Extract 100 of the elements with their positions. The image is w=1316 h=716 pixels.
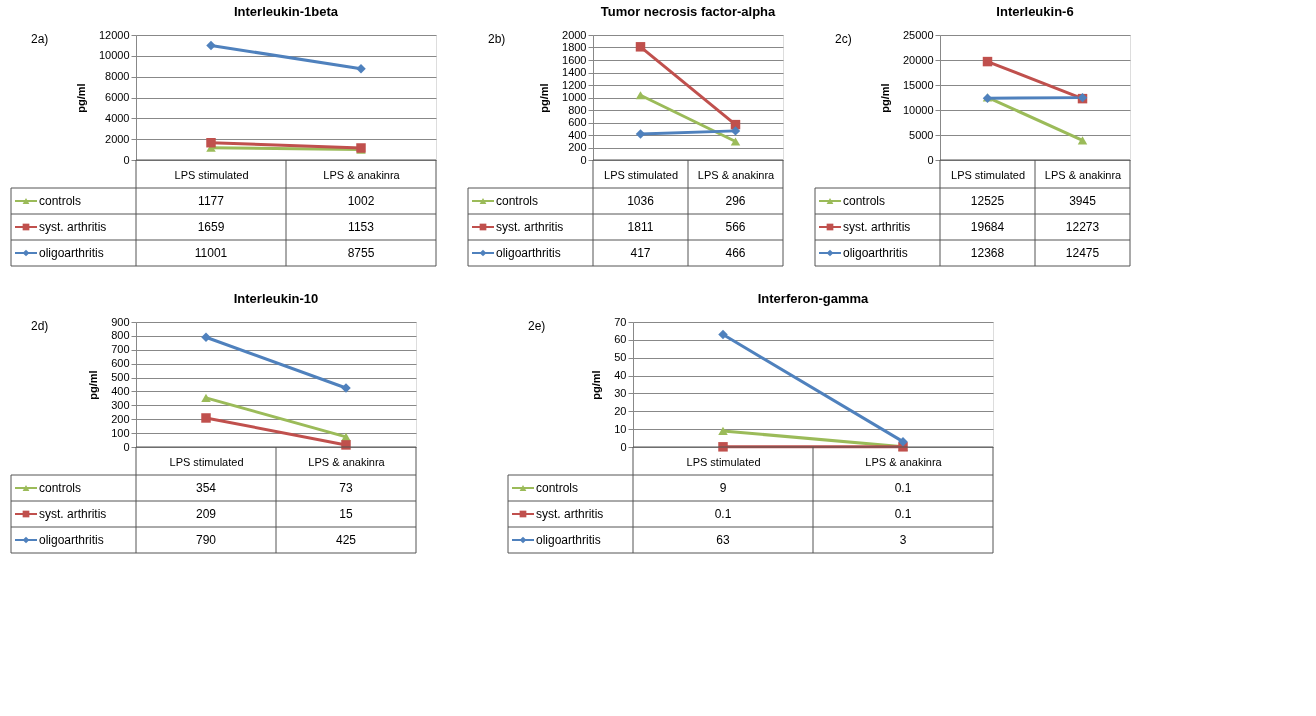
data-label: 63: [716, 533, 730, 547]
y-tick-label: 1200: [562, 78, 587, 91]
data-label: 1002: [347, 194, 375, 208]
text: 2b): [488, 32, 506, 46]
x-tick-label: LPS & anakinra: [865, 455, 943, 468]
y-tick-label: 700: [111, 343, 130, 356]
y-tick-label: 600: [111, 357, 130, 370]
legend-label: syst. arthritis: [843, 220, 911, 234]
data-label: 296: [725, 194, 746, 208]
data-label: 12368: [970, 246, 1005, 260]
chart-title: Interleukin-10: [233, 291, 319, 306]
point: [635, 42, 646, 52]
legend-label: oligoarthritis: [496, 246, 561, 260]
legend-label: syst. arthritis: [496, 220, 564, 234]
y-tick-label: 15000: [902, 78, 934, 91]
y-tick-label: 40: [614, 369, 627, 382]
x-tick-label: LPS stimulated: [686, 455, 761, 468]
y-tick-label: 1600: [562, 53, 587, 66]
y-tick-label: 200: [111, 412, 130, 425]
data-label: 73: [339, 481, 353, 495]
y-tick-label: 1800: [562, 41, 587, 53]
y-tick-label: 6000: [105, 91, 130, 103]
legend-label: controls: [843, 194, 886, 208]
y-tick-label: 1000: [562, 91, 587, 103]
legend-label: syst. arthritis: [536, 507, 604, 521]
legend-label: syst. arthritis: [39, 507, 107, 521]
y-tick-label: 0: [123, 440, 130, 453]
text: 2c): [835, 32, 852, 46]
legend-label: oligoarthritis: [536, 533, 601, 547]
data-label: 209: [195, 507, 217, 521]
y-tick-label: 4000: [105, 111, 130, 124]
y-tick-label: 2000: [562, 28, 587, 41]
data-label: 0.1: [894, 481, 912, 495]
text: 2d): [31, 319, 49, 333]
legend-label: controls: [39, 194, 82, 208]
data-label: 425: [335, 533, 357, 547]
y-tick-label: 300: [111, 398, 130, 411]
point: [201, 332, 211, 343]
x-tick-label: LPS & anakinra: [308, 455, 386, 468]
data-label: 0.1: [894, 507, 912, 521]
data-label: 354: [195, 481, 217, 495]
data-label: 9: [719, 481, 727, 495]
data-label: 12475: [1065, 246, 1100, 260]
legend-label: oligoarthritis: [39, 533, 104, 547]
data-label: 0.1: [714, 507, 732, 521]
data-label: 12525: [970, 194, 1005, 208]
y-tick-label: 0: [580, 153, 587, 166]
y-tick-label: 10: [614, 422, 627, 435]
data-label: 1036: [627, 194, 655, 208]
chart-title: Tumor necrosis factor-alpha: [600, 4, 777, 19]
x-tick-label: LPS & anakinra: [697, 168, 776, 181]
y-tick-label: 800: [568, 103, 587, 116]
data-label: 1177: [198, 194, 225, 208]
text: 2e): [528, 319, 546, 333]
y-tick-label: 30: [614, 386, 627, 399]
legend-label: controls: [39, 481, 82, 495]
text: 2a): [31, 32, 49, 46]
legend-label: oligoarthritis: [39, 246, 104, 260]
y-tick-label: 20000: [902, 53, 934, 66]
x-tick-label: LPS stimulated: [951, 168, 1025, 181]
point: [206, 40, 216, 51]
x-tick-label: LPS & anakinra: [1044, 168, 1123, 181]
y-tick-label: 2000: [105, 132, 130, 145]
data-label: 15: [339, 507, 353, 521]
y-tick-label: 25000: [902, 28, 934, 41]
data-label: 566: [725, 220, 746, 234]
y-tick-label: 10000: [98, 49, 130, 62]
y-tick-label: 12000: [98, 28, 130, 41]
point: [982, 56, 993, 67]
x-tick-label: LPS stimulated: [604, 168, 678, 181]
y-tick-label: 5000: [909, 128, 934, 141]
data-label: 3945: [1069, 194, 1097, 208]
y-tick-label: 1400: [562, 66, 587, 78]
y-tick-label: 500: [111, 371, 130, 384]
x-tick-label: LPS & anakinra: [323, 168, 401, 181]
data-label: 11001: [194, 246, 228, 260]
legend-label: controls: [496, 194, 539, 208]
data-label: 790: [195, 533, 217, 547]
y-tick-label: 100: [111, 426, 130, 439]
x-tick-label: LPS stimulated: [174, 168, 249, 181]
point: [898, 436, 908, 447]
y-axis-title: pg/ml: [87, 370, 100, 400]
y-tick-label: 800: [111, 329, 130, 342]
y-axis-title: pg/ml: [74, 83, 87, 113]
data-label: 417: [630, 246, 651, 260]
y-tick-label: 0: [927, 153, 934, 166]
y-tick-label: 200: [568, 141, 587, 153]
data-label: 19684: [970, 220, 1005, 234]
data-label: 466: [725, 246, 746, 260]
point: [201, 413, 211, 423]
legend-label: syst. arthritis: [39, 220, 107, 234]
y-tick-label: 0: [123, 153, 130, 166]
y-axis-title: pg/ml: [538, 83, 551, 113]
y-tick-label: 400: [568, 128, 587, 141]
y-tick-label: 70: [614, 315, 627, 328]
point: [718, 329, 728, 340]
data-label: 12273: [1065, 220, 1100, 234]
y-tick-label: 400: [111, 384, 130, 397]
y-tick-label: 20: [614, 404, 627, 417]
y-tick-label: 50: [614, 351, 627, 364]
